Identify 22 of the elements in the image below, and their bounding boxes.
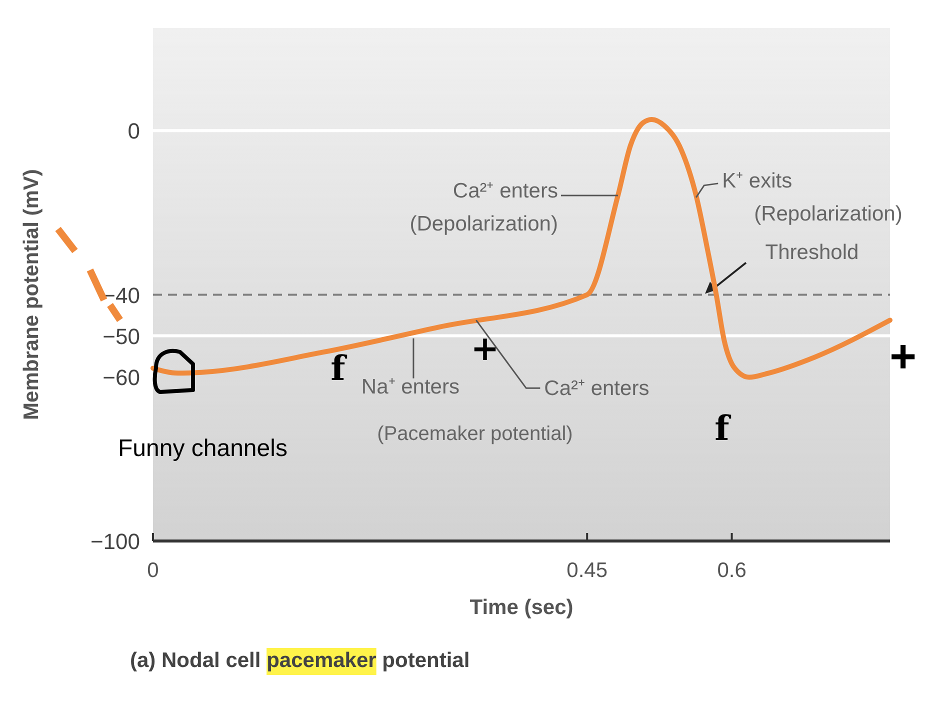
annotation: Funny channels xyxy=(118,435,288,462)
x-tick-label: 0.6 xyxy=(717,559,746,582)
annotation: Ca²⁺ enters xyxy=(544,377,650,400)
annotation: + xyxy=(890,330,916,382)
annotation: f xyxy=(714,409,732,449)
y-tick-label: −100 xyxy=(90,529,140,554)
x-tick-label: 0 xyxy=(147,559,159,582)
y-tick-label: −60 xyxy=(102,364,140,390)
y-tick-label: −50 xyxy=(102,324,140,349)
annotation: f xyxy=(330,349,348,389)
y-axis-title: Membrane potential (mV) xyxy=(20,169,43,420)
x-axis-title: Time (sec) xyxy=(470,596,574,619)
annotation: + xyxy=(470,329,500,369)
annotation: K⁺ exits (Repolarization) xyxy=(722,169,902,226)
ref-line-label: Threshold xyxy=(765,240,859,264)
annotation: Na⁺ enters xyxy=(361,375,460,398)
x-tick-label: 0.45 xyxy=(566,559,608,582)
annotation: (Pacemaker potential) xyxy=(377,423,573,445)
annotation: Ca²⁺ enters (Depolarization) xyxy=(410,179,558,236)
y-tick-label: −40 xyxy=(102,282,140,308)
y-tick-label: 0 xyxy=(128,118,140,144)
text: (a) Nodal cell pacemaker potential xyxy=(130,649,470,672)
